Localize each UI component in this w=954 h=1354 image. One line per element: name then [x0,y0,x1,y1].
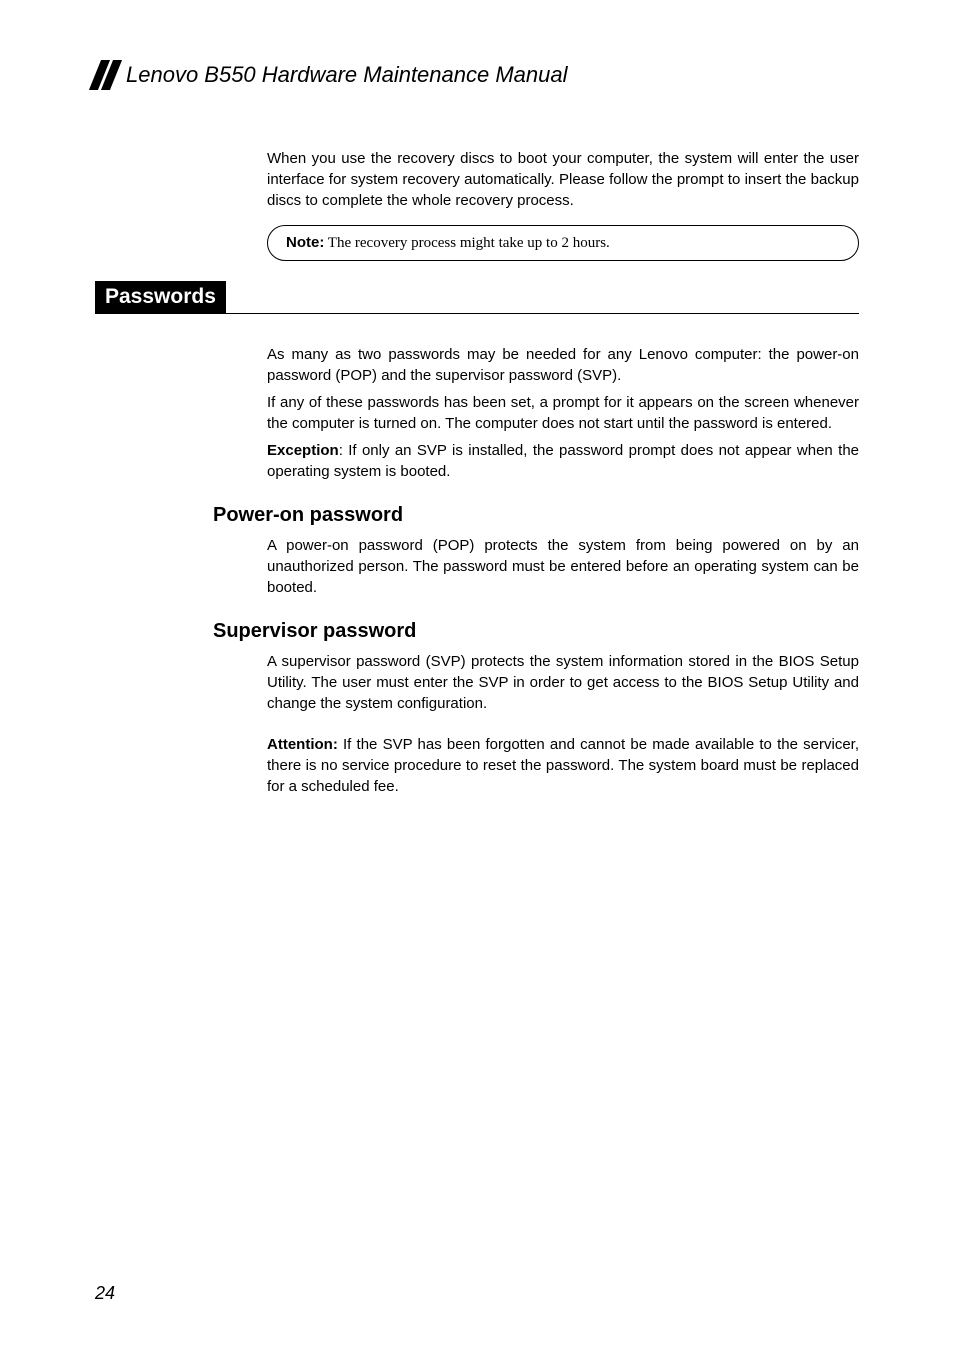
exception-label: Exception [267,442,339,459]
attention-text: If the SVP has been forgotten and cannot… [267,736,859,795]
logo-slashes-icon [95,60,116,90]
power-on-paragraph: A power-on password (POP) protects the s… [267,535,859,598]
section-heading: Passwords [95,281,226,313]
note-box: Note: The recovery process might take up… [267,225,859,261]
section-paragraph: As many as two passwords may be needed f… [267,344,859,386]
exception-text: : If only an SVP is installed, the passw… [267,442,859,480]
supervisor-paragraph: A supervisor password (SVP) protects the… [267,651,859,714]
section-heading-row: Passwords [95,281,859,314]
page-header: Lenovo B550 Hardware Maintenance Manual [95,60,859,90]
note-label: Note: [286,234,324,251]
page-number: 24 [95,1283,115,1304]
header-title: Lenovo B550 Hardware Maintenance Manual [126,62,568,88]
section-paragraph: If any of these passwords has been set, … [267,392,859,434]
subheading-power-on: Power-on password [213,504,859,527]
subheading-supervisor: Supervisor password [213,620,859,643]
note-text: The recovery process might take up to 2 … [324,235,609,251]
attention-paragraph: Attention: If the SVP has been forgotten… [267,734,859,797]
section-exception: Exception: If only an SVP is installed, … [267,440,859,482]
intro-paragraph: When you use the recovery discs to boot … [267,148,859,211]
attention-label: Attention: [267,736,338,753]
